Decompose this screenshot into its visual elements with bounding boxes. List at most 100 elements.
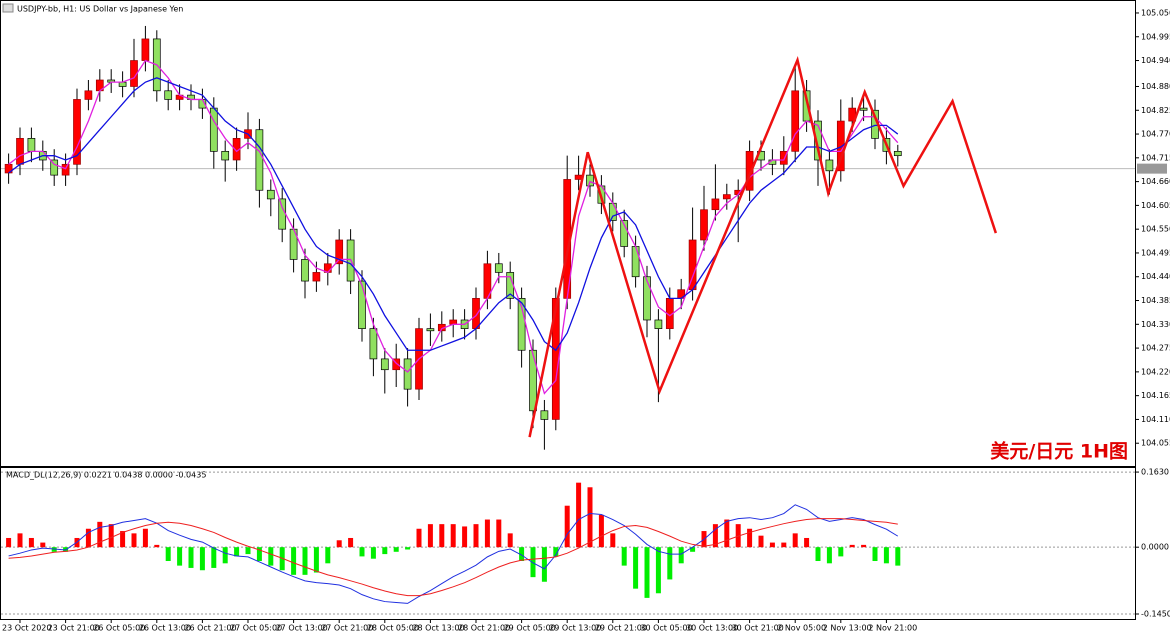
histogram-bar [747, 528, 753, 548]
histogram-bar [120, 531, 126, 548]
histogram-bar [690, 547, 696, 552]
histogram-bar [142, 528, 148, 548]
histogram-bar [245, 547, 251, 555]
histogram-bar [199, 547, 205, 571]
candle-body [825, 159, 834, 172]
symbol-icon [2, 3, 14, 13]
candle-body [791, 90, 800, 152]
histogram-bar [85, 528, 91, 548]
y-tick-label: 104.660 [1141, 177, 1170, 186]
current-price-box [1137, 163, 1167, 174]
candle-body [472, 298, 480, 329]
y-tick-label: 0.0000 [1141, 543, 1169, 552]
histogram-bar [792, 533, 798, 548]
y-tick-label: 104.825 [1141, 106, 1170, 115]
histogram-bar [838, 547, 844, 557]
histogram-bar [256, 547, 262, 562]
candle-body [426, 328, 435, 332]
candle-body [209, 107, 218, 152]
histogram-bar [336, 540, 342, 548]
indicator-line [8, 77, 899, 352]
histogram-bar [712, 524, 718, 548]
histogram-bar [165, 547, 171, 562]
y-tick-label: 104.055 [1141, 439, 1170, 448]
candle-body [255, 129, 264, 191]
y-tick-label: 105.050 [1141, 8, 1170, 17]
histogram-bar [519, 547, 525, 562]
histogram-bar [895, 547, 901, 566]
histogram-bar [678, 547, 684, 564]
histogram-bar [655, 547, 661, 594]
histogram-bar [108, 524, 114, 548]
histogram-bar [462, 526, 468, 548]
y-tick-label: 104.715 [1141, 153, 1170, 162]
candle-body [50, 159, 59, 176]
candle-body [380, 358, 389, 371]
histogram-bar [313, 547, 319, 573]
histogram-bar [849, 544, 855, 548]
x-tick-label: 30 Oct 13:00 [686, 624, 738, 633]
histogram-bar [587, 487, 593, 548]
histogram-bar [883, 547, 889, 564]
histogram-bar [530, 547, 536, 578]
histogram-bar [769, 542, 775, 548]
histogram-bar [621, 547, 627, 566]
histogram-bar [633, 547, 639, 589]
histogram-bar [872, 547, 878, 562]
x-tick-label: 26 Oct 21:00 [184, 624, 236, 633]
candle-body [745, 150, 754, 191]
y-tick-label: 104.110 [1141, 415, 1170, 424]
x-tick-label: 30 Oct 05:00 [640, 624, 692, 633]
y-tick-label: 104.995 [1141, 32, 1170, 41]
y-tick-label: 104.440 [1141, 272, 1170, 281]
x-tick-label: 28 Oct 21:00 [458, 624, 510, 633]
x-tick-label: 23 Oct 2020 [2, 624, 51, 633]
x-tick-label: 27 Oct 05:00 [230, 624, 282, 633]
histogram-bar [268, 547, 274, 566]
histogram-bar [826, 547, 832, 564]
y-tick-label: 104.165 [1141, 391, 1170, 400]
histogram-bar [40, 542, 46, 548]
histogram-bar [861, 544, 867, 548]
x-tick-label: 29 Oct 05:00 [504, 624, 556, 633]
candle-body [16, 138, 24, 165]
x-tick-label: 2 Nov 13:00 [823, 624, 872, 633]
candle-body [221, 150, 230, 161]
x-tick-label: 26 Oct 05:00 [93, 624, 145, 633]
y-tick-label: -0.1450 [1141, 610, 1170, 619]
candle-body [312, 272, 321, 282]
candle-body [586, 174, 594, 187]
y-tick-label: 104.495 [1141, 248, 1170, 257]
histogram-bar [667, 547, 673, 580]
histogram-bar [507, 533, 513, 548]
candle-body [61, 163, 70, 176]
x-tick-label: 30 Oct 21:00 [732, 624, 784, 633]
candle-body [358, 280, 366, 329]
candle-body [893, 150, 902, 157]
indicator-line [8, 518, 898, 597]
histogram-bar [291, 547, 297, 575]
candle-body [608, 202, 617, 221]
y-tick-label: 104.385 [1141, 296, 1170, 305]
candle-body [722, 194, 731, 200]
histogram-bar [644, 547, 650, 598]
y-tick-label: 104.550 [1141, 225, 1170, 234]
histogram-bar [234, 547, 240, 557]
histogram-bar [484, 519, 490, 548]
y-tick-label: 104.770 [1141, 130, 1170, 139]
y-tick-label: 104.880 [1141, 82, 1170, 91]
y-tick-label: 0.1630 [1141, 468, 1169, 477]
x-tick-label: 2 Nov 05:00 [777, 624, 826, 633]
candle-body [700, 209, 708, 241]
histogram-bar [724, 519, 730, 548]
macd-title: MACD_DL(12,26,9) 0.0221 0.0438 0.0000 -0… [6, 471, 206, 480]
y-tick-label: 104.330 [1141, 320, 1170, 329]
chart-title: USDJPY-bb, H1: US Dollar vs Japanese Yen [17, 5, 183, 14]
candle-body [73, 99, 81, 165]
candle-body [369, 328, 378, 360]
histogram-bar [97, 521, 103, 548]
x-tick-label: 28 Oct 13:00 [412, 624, 464, 633]
candle-body [779, 150, 788, 165]
histogram-bar [28, 537, 34, 548]
candle-body [84, 90, 93, 100]
